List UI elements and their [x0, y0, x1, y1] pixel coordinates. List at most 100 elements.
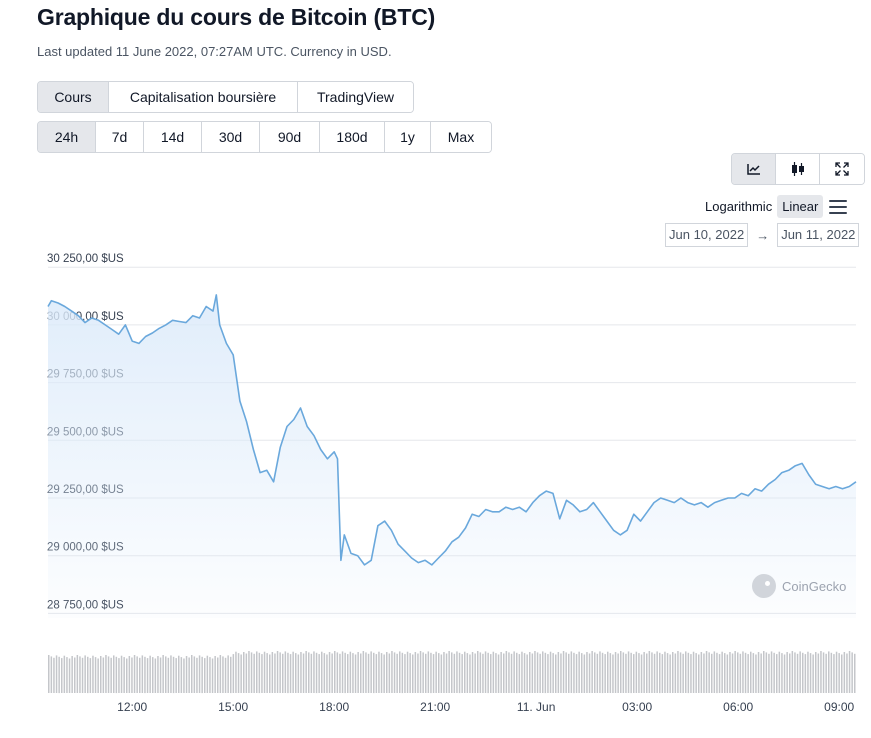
- volume-bar: [105, 655, 107, 693]
- volume-bar: [778, 651, 781, 693]
- volume-bar: [274, 653, 276, 693]
- volume-bar: [198, 655, 201, 693]
- range-14d-button[interactable]: 14d: [144, 122, 202, 152]
- volume-bar: [705, 651, 708, 693]
- volume-bar: [659, 652, 661, 694]
- volume-bar: [323, 653, 326, 693]
- volume-bar: [835, 651, 838, 693]
- volume-bar: [139, 657, 141, 693]
- volume-bar: [607, 651, 609, 693]
- chart-style-tools: [731, 153, 865, 185]
- volume-bar: [282, 653, 284, 693]
- volume-bar: [565, 652, 567, 693]
- range-1y-button[interactable]: 1y: [385, 122, 431, 152]
- volume-bar: [318, 654, 320, 693]
- volume-bar: [131, 657, 133, 693]
- volume-bar: [87, 656, 89, 694]
- volume-bar: [81, 657, 84, 693]
- volume-bar: [479, 652, 482, 693]
- volume-bar: [159, 657, 162, 693]
- date-to-input[interactable]: Jun 11, 2022: [777, 223, 860, 247]
- volume-bar: [404, 654, 406, 693]
- volume-bar: [222, 656, 224, 693]
- tab-capitalisation-boursiere[interactable]: Capitalisation boursière: [109, 82, 298, 112]
- volume-bar: [188, 657, 190, 693]
- volume-bar: [510, 653, 513, 693]
- volume-bar: [175, 658, 177, 693]
- volume-bar: [92, 655, 94, 693]
- range-max-button[interactable]: Max: [431, 122, 491, 152]
- volume-bar: [406, 651, 409, 693]
- volume-bar: [786, 652, 788, 693]
- volume-bar: [427, 651, 430, 693]
- volume-bar: [635, 651, 638, 693]
- volume-bar: [508, 652, 510, 693]
- volume-bar: [115, 656, 118, 694]
- tab-tradingview[interactable]: TradingView: [298, 82, 413, 112]
- volume-bar: [284, 651, 287, 693]
- volume-bar: [370, 651, 372, 693]
- volume-bar: [84, 655, 86, 693]
- volume-bar: [596, 653, 599, 693]
- volume-bar: [79, 656, 81, 693]
- volume-bar: [854, 653, 856, 693]
- volume-bar: [167, 657, 170, 693]
- volume-bar: [768, 653, 770, 693]
- volume-bar: [739, 653, 742, 693]
- volume-bar: [219, 655, 222, 693]
- volume-bar: [94, 657, 97, 693]
- volume-bar: [490, 654, 492, 693]
- date-from-input[interactable]: Jun 10, 2022: [665, 223, 749, 247]
- linear-option[interactable]: Linear: [777, 195, 824, 218]
- range-180d-button[interactable]: 180d: [320, 122, 385, 152]
- volume-bar: [843, 652, 846, 693]
- volume-bar: [503, 653, 505, 693]
- volume-bar: [731, 653, 734, 693]
- volume-bar: [791, 651, 794, 693]
- range-24h-button[interactable]: 24h: [38, 122, 96, 152]
- volume-bar: [812, 654, 814, 693]
- volume-bar: [248, 651, 250, 693]
- volume-bar: [560, 653, 562, 693]
- fullscreen-button[interactable]: [820, 154, 864, 184]
- menu-icon[interactable]: [829, 199, 848, 214]
- volume-bar: [737, 652, 739, 693]
- range-30d-button[interactable]: 30d: [202, 122, 260, 152]
- volume-bar: [708, 652, 710, 693]
- volume-bar: [386, 652, 388, 693]
- volume-bar: [422, 652, 424, 693]
- time-range-tabs: 24h 7d 14d 30d 90d 180d 1y Max: [37, 121, 492, 153]
- volume-bar: [458, 652, 461, 694]
- volume-bar: [302, 653, 305, 693]
- volume-bar: [830, 652, 833, 694]
- volume-bar: [243, 652, 245, 693]
- range-90d-button[interactable]: 90d: [260, 122, 320, 152]
- volume-bar: [747, 654, 749, 693]
- range-7d-button[interactable]: 7d: [96, 122, 144, 152]
- candlestick-icon: [791, 162, 804, 176]
- line-chart-button[interactable]: [732, 154, 776, 184]
- logarithmic-option[interactable]: Logarithmic: [705, 199, 773, 214]
- volume-bar: [802, 652, 804, 694]
- volume-bar: [646, 653, 648, 693]
- volume-bar: [474, 653, 476, 693]
- candlestick-button[interactable]: [776, 154, 820, 184]
- volume-bar: [128, 656, 131, 693]
- volume-bar: [380, 653, 383, 693]
- volume-bar: [734, 651, 736, 693]
- tab-cours[interactable]: Cours: [38, 82, 109, 112]
- volume-bar: [313, 651, 315, 693]
- volume-bar: [685, 651, 687, 693]
- x-tick-label: 15:00: [218, 700, 248, 714]
- volume-bar: [757, 652, 760, 693]
- volume-bar: [68, 658, 71, 693]
- volume-bar: [443, 652, 445, 693]
- volume-bar: [755, 654, 757, 693]
- volume-bar: [783, 654, 786, 693]
- volume-bar: [698, 654, 700, 693]
- volume-bar: [523, 653, 526, 693]
- volume-bar: [718, 654, 721, 693]
- volume-bar: [534, 651, 536, 693]
- volume-bar: [599, 651, 601, 693]
